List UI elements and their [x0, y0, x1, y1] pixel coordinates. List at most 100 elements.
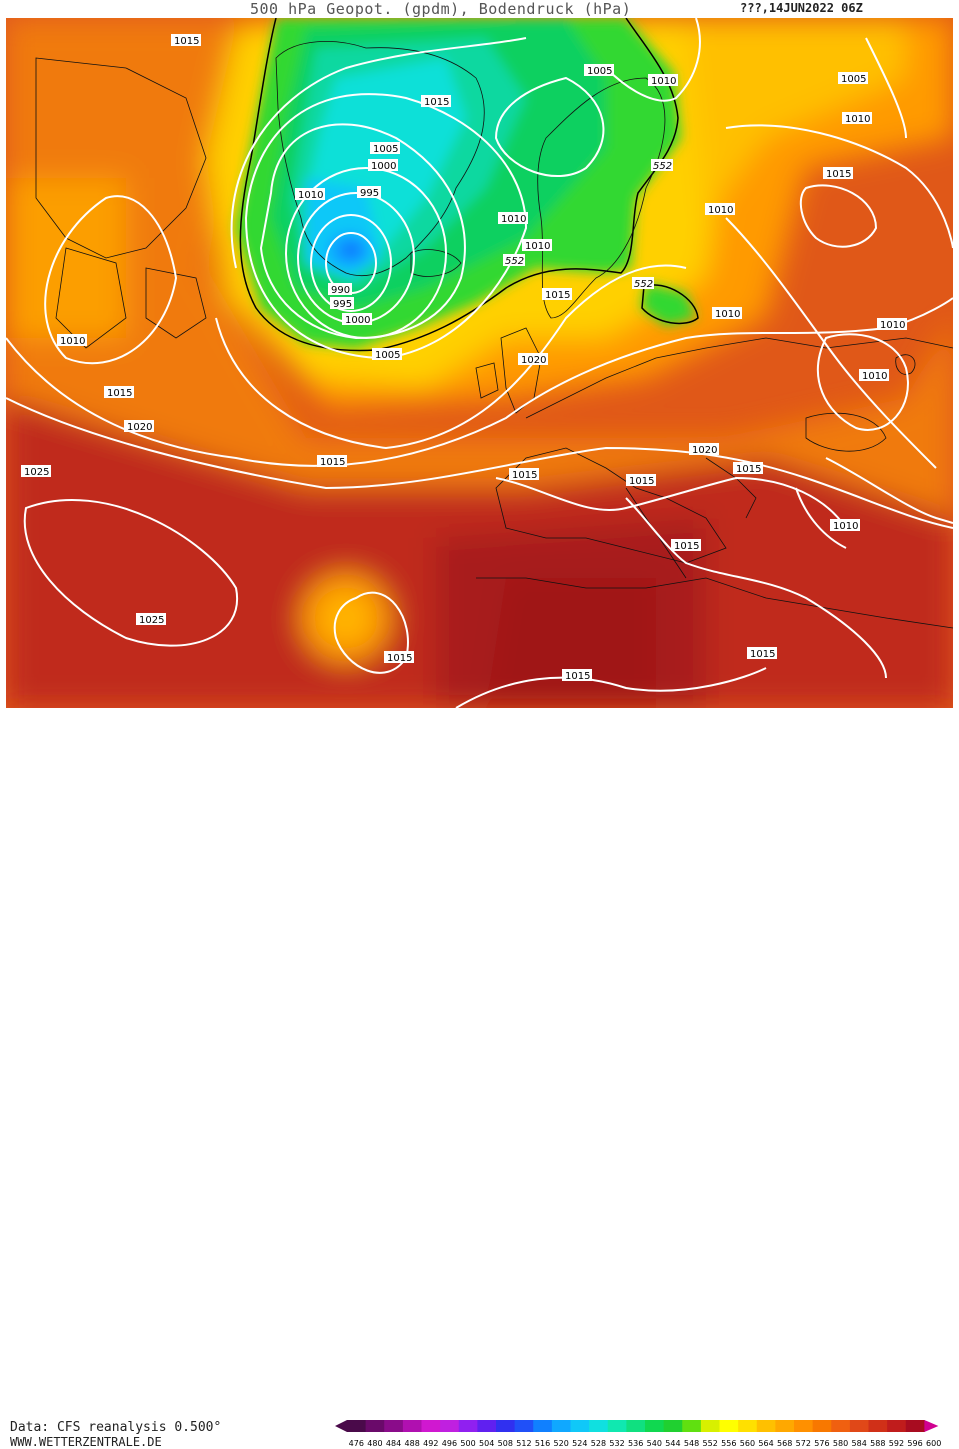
legend-swatch: [551, 1420, 571, 1432]
isobar-label: 1010: [648, 74, 678, 87]
legend-swatch: [756, 1420, 776, 1432]
legend-swatch: [700, 1420, 720, 1432]
isobar-label: 1015: [421, 95, 451, 108]
legend-tick-label: 548: [684, 1439, 699, 1448]
svg-text:990: 990: [331, 285, 350, 296]
svg-text:1020: 1020: [692, 445, 717, 456]
legend-swatch: [905, 1420, 925, 1432]
isobars: [6, 18, 953, 708]
legend-tick-label: 576: [814, 1439, 829, 1448]
svg-text:1000: 1000: [345, 315, 370, 326]
svg-text:552: 552: [634, 279, 653, 290]
legend-swatch: [514, 1420, 534, 1432]
legend-tick-label: 572: [796, 1439, 811, 1448]
data-source-label: Data: CFS reanalysis 0.500°: [10, 1420, 222, 1435]
legend-tick-label: 588: [870, 1439, 885, 1448]
legend-tick-label: 500: [460, 1439, 475, 1448]
isobar-label: 1015: [823, 167, 853, 180]
isobar-label: 1005: [838, 72, 868, 85]
svg-text:1015: 1015: [674, 541, 699, 552]
isobar-label: 1005: [584, 64, 614, 77]
isobar-label: 1010: [57, 334, 87, 347]
isobar-label: 1025: [136, 613, 166, 626]
legend-swatch: [533, 1420, 553, 1432]
legend-swatch: [440, 1420, 460, 1432]
legend-tick-label: 596: [907, 1439, 922, 1448]
legend-swatch: [831, 1420, 851, 1432]
svg-text:1015: 1015: [320, 457, 345, 468]
legend-tick-label: 492: [423, 1439, 438, 1448]
isobar-label: 1010: [712, 307, 742, 320]
header: 500 hPa Geopot. (gpdm), Bodendruck (hPa)…: [0, 0, 959, 18]
footer: Data: CFS reanalysis 0.500° WWW.WETTERZE…: [0, 708, 959, 1449]
website-link[interactable]: WWW.WETTERZENTRALE.DE: [10, 1435, 162, 1449]
isobar-label: 1010: [295, 188, 325, 201]
legend-tick-label: 540: [647, 1439, 662, 1448]
isobar-label: 1010: [705, 203, 735, 216]
isobar-label: 1015: [542, 288, 572, 301]
isobar-label: 1010: [877, 318, 907, 331]
legend-swatch: [626, 1420, 646, 1432]
legend-swatch: [496, 1420, 516, 1432]
svg-text:1010: 1010: [715, 309, 740, 320]
legend-tick-label: 584: [852, 1439, 867, 1448]
svg-text:552: 552: [653, 161, 672, 172]
legend-tick-label: 600: [926, 1439, 941, 1448]
isobar-label: 1015: [317, 455, 347, 468]
svg-text:1010: 1010: [298, 190, 323, 201]
isobar-label: 1010: [842, 112, 872, 125]
legend-tick-label: 476: [349, 1439, 364, 1448]
legend-tick-label: 568: [777, 1439, 792, 1448]
legend-swatch: [868, 1420, 888, 1432]
svg-text:1005: 1005: [373, 144, 398, 155]
legend-swatch: [887, 1420, 907, 1432]
weather-map: 1015 1005 1010 1005 1015 1005 1000 1010 …: [6, 18, 953, 708]
legend-swatch: [607, 1420, 627, 1432]
isobar-label: 1015: [562, 669, 592, 682]
legend-tick-label: 512: [516, 1439, 531, 1448]
svg-text:552: 552: [505, 256, 524, 267]
legend-swatch: [663, 1420, 683, 1432]
svg-text:1015: 1015: [736, 464, 761, 475]
svg-text:1010: 1010: [501, 214, 526, 225]
svg-text:995: 995: [360, 188, 379, 199]
svg-text:995: 995: [333, 299, 352, 310]
legend-swatch: [812, 1420, 832, 1432]
legend-tick-label: 528: [591, 1439, 606, 1448]
legend-swatch: [421, 1420, 441, 1432]
svg-text:1015: 1015: [565, 671, 590, 682]
legend-tick-label: 552: [703, 1439, 718, 1448]
svg-text:1010: 1010: [880, 320, 905, 331]
legend-swatch: [794, 1420, 814, 1432]
legend-tick-label: 496: [442, 1439, 457, 1448]
legend-tick-label: 560: [740, 1439, 755, 1448]
legend-swatch: [738, 1420, 758, 1432]
legend-swatch: [347, 1420, 367, 1432]
geopotential-label: 552: [503, 254, 525, 267]
svg-text:1010: 1010: [525, 241, 550, 252]
svg-text:1000: 1000: [371, 161, 396, 172]
isobar-label: 995: [330, 297, 354, 310]
legend-tick-label: 504: [479, 1439, 494, 1448]
isobar-label: 1010: [522, 239, 552, 252]
isobar-label: 1010: [859, 369, 889, 382]
map-area[interactable]: 1015 1005 1010 1005 1015 1005 1000 1010 …: [6, 18, 953, 708]
legend-swatch: [458, 1420, 478, 1432]
svg-text:1015: 1015: [512, 470, 537, 481]
legend-tick-label: 480: [367, 1439, 382, 1448]
isobar-label: 1020: [689, 443, 719, 456]
isobar-label: 1015: [384, 651, 414, 664]
legend-swatch: [775, 1420, 795, 1432]
legend-tick-label: 592: [889, 1439, 904, 1448]
legend-tick-label: 484: [386, 1439, 401, 1448]
isobar-label: 1015: [671, 539, 701, 552]
svg-text:1010: 1010: [60, 336, 85, 347]
isobar-label: 1000: [368, 159, 398, 172]
svg-text:1020: 1020: [521, 355, 546, 366]
svg-text:1010: 1010: [651, 76, 676, 87]
legend-swatch: [682, 1420, 702, 1432]
svg-text:1005: 1005: [375, 350, 400, 361]
svg-text:1025: 1025: [139, 615, 164, 626]
isobar-label: 1010: [498, 212, 528, 225]
legend-tick-label: 488: [405, 1439, 420, 1448]
